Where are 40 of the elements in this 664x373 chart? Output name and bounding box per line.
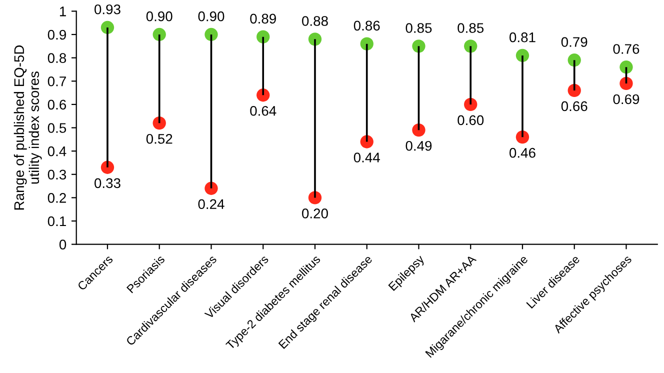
point [204, 28, 218, 42]
y-tick-label: 0.7 [48, 76, 66, 86]
data-label: 0.93 [94, 4, 120, 14]
y-axis-title: Range of published EQ-5D utility index scores [14, 45, 42, 210]
data-label: 0.69 [613, 94, 640, 104]
point [204, 182, 218, 195]
data-label: 0.33 [94, 178, 120, 188]
point [620, 76, 633, 90]
y-tick-label: 0.5 [48, 123, 66, 133]
data-label: 0.79 [561, 37, 588, 47]
data-label: 0.76 [613, 44, 640, 54]
point [620, 60, 633, 74]
y-tick-label: 1 [60, 6, 66, 16]
y-tick-label: 0.1 [48, 216, 66, 226]
y-tick-label: 0.6 [48, 100, 66, 110]
data-label: 0.90 [198, 11, 224, 22]
data-label: 0.88 [302, 16, 328, 26]
data-label: 0.49 [406, 140, 432, 151]
data-label: 0.44 [354, 152, 380, 162]
data-label: 0.20 [302, 208, 328, 218]
y-tick-label: 0.8 [48, 53, 66, 63]
data-label: 0.86 [354, 20, 380, 31]
y-tick-label: 0.3 [48, 170, 66, 180]
point [412, 40, 426, 53]
data-label: 0.90 [146, 11, 172, 22]
data-label: 0.60 [458, 115, 484, 126]
y-tick-label: 0 [59, 240, 66, 250]
data-label: 0.64 [250, 106, 276, 116]
data-label: 0.89 [250, 14, 276, 24]
y-tick-label: 0.9 [48, 30, 66, 40]
y-tick-label: 0.2 [48, 193, 66, 203]
data-label: 0.52 [146, 134, 172, 144]
data-label: 0.85 [458, 23, 484, 33]
data-label: 0.85 [406, 23, 432, 33]
data-label: 0.46 [510, 148, 536, 158]
data-label: 0.81 [510, 32, 536, 42]
data-label: 0.24 [198, 199, 224, 210]
point [412, 123, 426, 137]
data-label: 0.66 [561, 101, 588, 112]
y-tick-label: 0.4 [48, 146, 66, 156]
